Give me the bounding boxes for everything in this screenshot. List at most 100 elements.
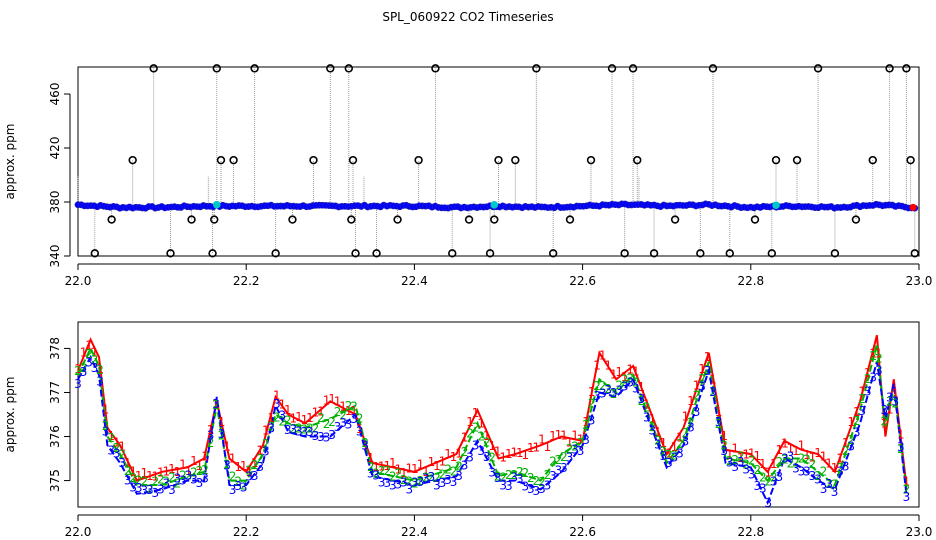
series-3-marker: 3	[853, 425, 861, 439]
series-3-marker: 3	[129, 481, 137, 495]
series-3-marker: 3	[317, 430, 325, 444]
series-2-marker: 2	[742, 457, 750, 471]
series-3-marker: 3	[831, 485, 839, 499]
series-1-marker: 1	[450, 450, 458, 464]
series-1-marker: 1	[80, 346, 88, 360]
series-3-marker: 3	[267, 422, 275, 436]
plot-frame	[77, 66, 920, 257]
series-3-marker: 3	[676, 446, 684, 460]
outlier-point	[649, 249, 659, 258]
outlier-point	[348, 155, 358, 165]
y-tick-label: 420	[48, 137, 62, 160]
series-2-marker: 2	[168, 471, 176, 485]
series-2-marker: 2	[770, 470, 778, 484]
series-3-marker: 3	[450, 475, 458, 489]
series-2-marker: 2	[174, 477, 182, 491]
series-2-marker: 2	[593, 379, 601, 393]
series-1-marker: 1	[455, 446, 463, 460]
series-3-marker: 3	[533, 484, 541, 498]
series-1-marker: 1	[560, 429, 568, 443]
series-2-marker: 2	[317, 411, 325, 425]
series-2-marker: 2	[831, 478, 839, 492]
series-1-marker: 1	[229, 452, 237, 466]
outlier-point	[851, 215, 861, 224]
series-3-marker: 3	[577, 444, 585, 458]
series-3-marker: 3	[179, 474, 187, 488]
series-1-marker: 1	[378, 459, 386, 473]
series-2-marker: 2	[842, 444, 850, 458]
series-2-marker: 2	[372, 466, 380, 480]
series-2-marker: 2	[135, 473, 143, 487]
series-3-marker: 3	[168, 483, 176, 497]
series-1-marker: 1	[185, 464, 193, 478]
series-2-marker: 2	[654, 434, 662, 448]
outlier-point	[414, 155, 423, 165]
series-2-marker: 2	[256, 452, 264, 466]
series-3-marker: 3	[124, 474, 132, 488]
series-1-marker: 1	[527, 441, 535, 455]
series-3-marker: 3	[687, 420, 695, 434]
series-2-marker: 2	[223, 457, 231, 471]
series-1-marker: 1	[168, 462, 176, 476]
series-3-marker: 3	[632, 382, 640, 396]
series-1-marker: 1	[809, 450, 817, 464]
series-2-marker: 2	[544, 468, 552, 482]
series-2-marker: 2	[488, 451, 496, 465]
outlier-point	[216, 155, 226, 165]
series-1-marker: 1	[411, 462, 419, 476]
series-3-marker: 3	[163, 477, 171, 491]
series-2-marker: 2	[411, 477, 419, 491]
series-1-marker: 1	[803, 448, 811, 462]
series-3-marker: 3	[654, 437, 662, 451]
series-2-marker: 2	[323, 417, 331, 431]
outlier-point	[128, 155, 137, 165]
series-1-marker: 1	[433, 459, 441, 473]
series-2-marker: 2	[632, 375, 640, 389]
series-3-marker: 3	[323, 431, 331, 445]
series-2-marker: 2	[533, 474, 541, 488]
series-3-marker: 3	[406, 482, 414, 496]
series-3-marker: 3	[301, 425, 309, 439]
series-3-marker: 3	[814, 473, 822, 487]
series-2-marker: 2	[787, 457, 795, 471]
series-3-marker: 3	[174, 472, 182, 486]
series-3-marker: 3	[731, 460, 739, 474]
plot-frame	[77, 321, 920, 508]
series-1-marker: 1	[682, 410, 690, 424]
series-1-marker: 1	[632, 365, 640, 379]
series-1-marker: 1	[787, 442, 795, 456]
series-1-marker: 1	[323, 393, 331, 407]
series-3-marker: 3	[190, 472, 198, 486]
series-2-marker: 2	[836, 461, 844, 475]
series-1-marker: 1	[742, 448, 750, 462]
series-1-marker: 1	[301, 413, 309, 427]
series-2-marker: 2	[693, 388, 701, 402]
series-1-marker: 1	[897, 428, 905, 442]
series-3-marker: 3	[726, 455, 734, 469]
series-2-marker: 2	[560, 450, 568, 464]
x-tick-label: 22.2	[233, 274, 260, 288]
x-tick-label: 22.8	[737, 525, 764, 539]
series-1-marker: 1	[439, 455, 447, 469]
series-3-marker: 3	[544, 478, 552, 492]
series-2-marker: 2	[295, 421, 303, 435]
series-1-marker: 1	[339, 399, 347, 413]
series-2-marker: 2	[505, 468, 513, 482]
series-1-marker: 1	[604, 359, 612, 373]
series-1-marker: 1	[759, 457, 767, 471]
outlier-point	[607, 64, 617, 73]
series-2-marker: 2	[345, 399, 353, 413]
series-3-marker: 3	[803, 465, 811, 479]
series-1-marker: 1	[151, 469, 159, 483]
series-2-marker: 2	[671, 448, 679, 462]
series-2-marker: 2	[461, 445, 469, 459]
series-1-marker: 1	[179, 458, 187, 472]
timeseries-panel-bottom: 22.0 22.2 22.4 22.6 22.8 23.0 375 376 377 378 appr…	[3, 321, 932, 539]
series-2-marker: 2	[776, 455, 784, 469]
series-2-marker: 2	[875, 352, 883, 366]
y-axis-label: approx. ppm	[3, 124, 17, 200]
series-3-marker: 3	[394, 478, 402, 492]
series-1-marker: 1	[522, 448, 530, 462]
series-3-marker: 3	[610, 386, 618, 400]
series-3-marker: 3	[312, 429, 320, 443]
